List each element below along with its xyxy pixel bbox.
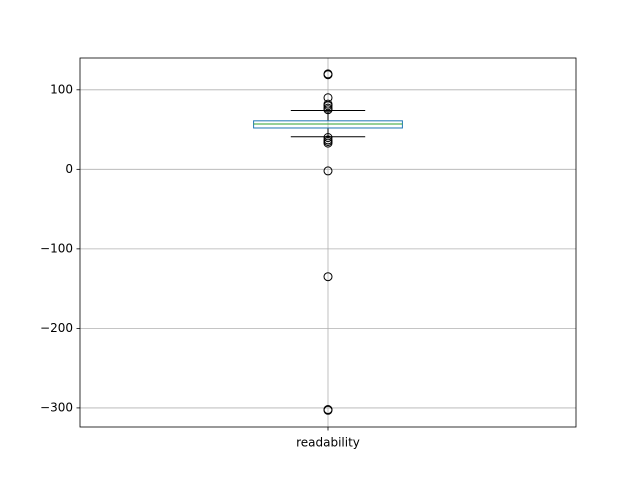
- plot-frame: [79, 57, 577, 428]
- y-tick-label: −100: [40, 241, 73, 255]
- x-tick-label: readability: [296, 436, 360, 450]
- y-tick-label: 100: [50, 82, 73, 96]
- flier: [323, 272, 333, 282]
- flier: [323, 138, 333, 148]
- flier: [323, 105, 333, 115]
- flier: [323, 405, 333, 415]
- flier: [323, 133, 333, 143]
- y-tick-label: 0: [65, 162, 73, 176]
- flier: [323, 101, 333, 111]
- flier: [323, 70, 333, 80]
- y-tick-label: −300: [40, 400, 73, 414]
- flier: [323, 166, 333, 176]
- y-tick-label: −200: [40, 321, 73, 335]
